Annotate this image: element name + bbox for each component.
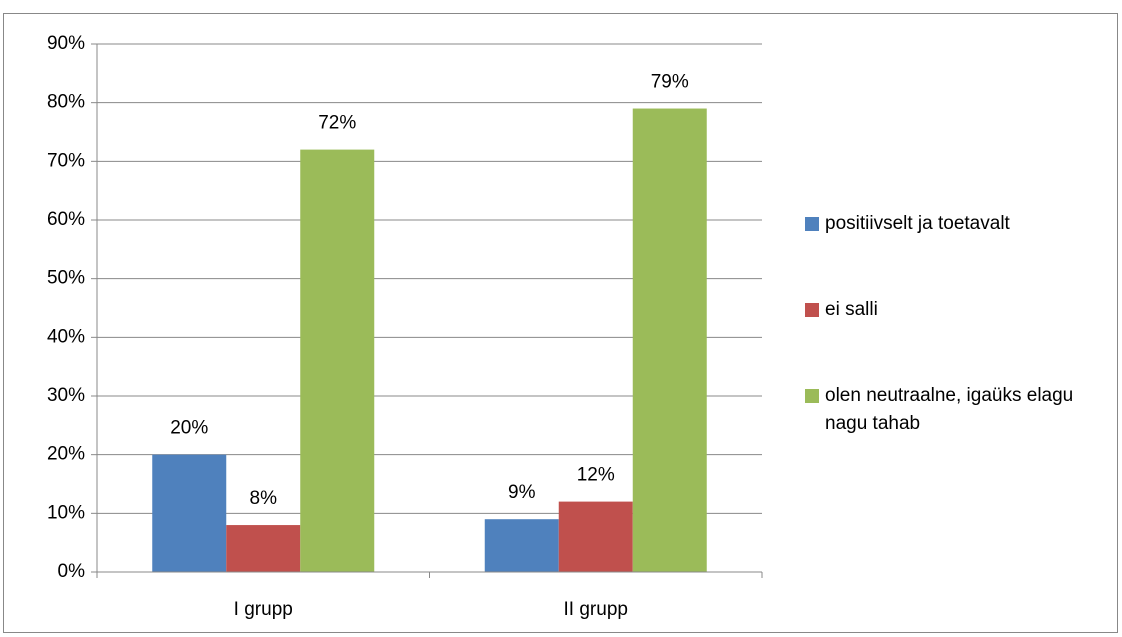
y-tick-label: 70% — [47, 150, 85, 171]
bar — [632, 108, 707, 573]
legend: positiivselt ja toetavalt ei salli olen ne… — [805, 210, 1105, 496]
y-tick-label: 90% — [47, 33, 85, 54]
bar — [226, 525, 301, 572]
bar — [558, 501, 633, 572]
legend-label: ei salli — [825, 299, 878, 320]
y-tick-label: 30% — [47, 385, 85, 406]
y-tick-label: 50% — [47, 268, 85, 289]
legend-swatch — [805, 217, 819, 231]
y-tick-label: 20% — [47, 444, 85, 465]
y-tick-label: 80% — [47, 92, 85, 113]
data-label: 72% — [318, 113, 356, 134]
legend-item: ei salli — [805, 296, 1105, 324]
legend-swatch — [805, 303, 819, 317]
data-label: 20% — [170, 418, 208, 439]
data-label: 12% — [577, 465, 615, 486]
bar — [484, 519, 559, 572]
legend-item: positiivselt ja toetavalt — [805, 210, 1105, 238]
bar — [300, 149, 375, 572]
y-tick-label: 60% — [47, 209, 85, 230]
x-tick-label: I grupp — [234, 599, 293, 620]
legend-label: positiivselt ja toetavalt — [825, 213, 1010, 234]
legend-swatch — [805, 389, 819, 403]
x-tick-label: II grupp — [564, 599, 628, 620]
bar — [152, 454, 227, 572]
y-tick-label: 0% — [58, 561, 86, 582]
legend-item: olen neutraalne, igaüks elagu nagu tahab — [805, 382, 1105, 438]
chart-border — [3, 13, 1118, 633]
data-label: 8% — [250, 488, 278, 509]
data-label: 79% — [651, 72, 689, 93]
data-label: 9% — [508, 482, 536, 503]
y-tick-label: 10% — [47, 502, 85, 523]
y-tick-label: 40% — [47, 326, 85, 347]
legend-label: olen neutraalne, igaüks elagu nagu tahab — [825, 385, 1074, 434]
